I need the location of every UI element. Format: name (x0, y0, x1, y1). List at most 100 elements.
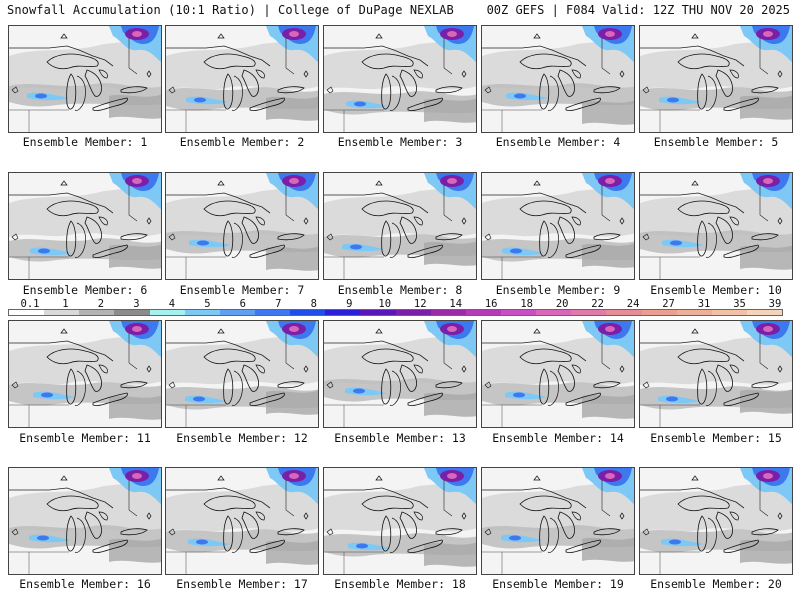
colorbar-tick-label: 39 (768, 298, 782, 310)
snowfall-map (166, 26, 318, 132)
colorbar-cell (219, 310, 255, 315)
snowfall-map (9, 26, 161, 132)
colorbar-cell (641, 310, 677, 315)
colorbar-tick-label: 12 (413, 298, 427, 310)
figure-title: Snowfall Accumulation (10:1 Ratio) | Col… (7, 3, 454, 17)
colorbar-cell (465, 310, 501, 315)
snowfall-map (482, 26, 634, 132)
model-run-valid-time: 00Z GEFS | F084 Valid: 12Z THU NOV 20 20… (486, 3, 790, 17)
ensemble-map-panel (639, 467, 793, 575)
colorbar-cell (571, 310, 607, 315)
colorbar-tick-label: 24 (626, 298, 640, 310)
ensemble-member-label: Ensemble Member: 9 (495, 283, 621, 297)
colorbar-cell (430, 310, 466, 315)
ensemble-member-label: Ensemble Member: 7 (179, 283, 305, 297)
colorbar-cell (676, 310, 712, 315)
ensemble-map-panel (165, 467, 319, 575)
ensemble-map-panel (165, 172, 319, 280)
snowfall-map (482, 173, 634, 279)
colorbar-cell (44, 310, 80, 315)
colorbar-cell (9, 310, 45, 315)
colorbar-tick-label: 7 (275, 298, 282, 310)
ensemble-member-label: Ensemble Member: 13 (334, 431, 466, 445)
ensemble-map-panel (481, 172, 635, 280)
snowfall-map (324, 468, 476, 574)
colorbar-tick-label: 3 (133, 298, 140, 310)
colorbar-tick-label: 9 (346, 298, 353, 310)
snowfall-map (166, 321, 318, 427)
ensemble-map-panel (481, 467, 635, 575)
colorbar-tick-label: 2 (97, 298, 105, 310)
colorbar-tick-label: 31 (697, 298, 711, 310)
colorbar-tick-label: 27 (662, 298, 675, 310)
ensemble-map-panel (165, 25, 319, 133)
ensemble-map-panel (639, 25, 793, 133)
colorbar-cell (711, 310, 747, 315)
ensemble-member-label: Ensemble Member: 8 (337, 283, 463, 297)
ensemble-member-label: Ensemble Member: 14 (492, 431, 624, 445)
colorbar-tick-label: 14 (449, 298, 463, 310)
snowfall-map (482, 468, 634, 574)
colorbar-tick-label: 18 (520, 298, 533, 310)
ensemble-map-panel (323, 467, 477, 575)
ensemble-member-label: Ensemble Member: 15 (650, 431, 782, 445)
snowfall-map (640, 321, 792, 427)
colorbar-cell (746, 310, 783, 315)
snowfall-map (482, 321, 634, 427)
snowfall-map (9, 173, 161, 279)
ensemble-map-panel (8, 172, 162, 280)
ensemble-member-label: Ensemble Member: 1 (22, 135, 148, 149)
ensemble-map-panel (165, 320, 319, 428)
colorbar-tick-label: 4 (168, 298, 176, 310)
ensemble-map-panel (639, 172, 793, 280)
ensemble-map-panel (323, 25, 477, 133)
colorbar-cell (79, 310, 115, 315)
colorbar-cell (114, 310, 150, 315)
colorbar-cell (149, 310, 185, 315)
ensemble-map-panel (481, 320, 635, 428)
ensemble-member-label: Ensemble Member: 17 (176, 577, 308, 591)
colorbar-tick-label: 35 (733, 298, 746, 310)
snowfall-map (9, 321, 161, 427)
colorbar-cell (536, 310, 572, 315)
ensemble-member-label: Ensemble Member: 2 (179, 135, 305, 149)
ensemble-member-label: Ensemble Member: 12 (176, 431, 308, 445)
snowfall-map (9, 468, 161, 574)
colorbar-cell (606, 310, 642, 315)
snowfall-map (640, 26, 792, 132)
colorbar-tick-label: 10 (378, 298, 392, 310)
colorbar-cell (360, 310, 396, 315)
ensemble-member-label: Ensemble Member: 10 (650, 283, 782, 297)
snowfall-map (324, 173, 476, 279)
ensemble-map-panel (323, 320, 477, 428)
colorbar-cell (325, 310, 361, 315)
snowfall-map (640, 468, 792, 574)
colorbar-tick-label: 22 (591, 298, 604, 310)
colorbar-cell (184, 310, 220, 315)
colorbar-tick-label: 16 (484, 298, 498, 310)
colorbar-cell (254, 310, 291, 315)
colorbar-cell (290, 310, 326, 315)
snowfall-map (324, 321, 476, 427)
ensemble-map-panel (639, 320, 793, 428)
ensemble-member-label: Ensemble Member: 6 (22, 283, 148, 297)
colorbar-tick-label: 1 (62, 298, 69, 310)
ensemble-member-label: Ensemble Member: 5 (653, 135, 779, 149)
ensemble-map-panel (8, 25, 162, 133)
snowfall-colorbar (8, 309, 783, 316)
ensemble-map-panel (8, 320, 162, 428)
ensemble-member-label: Ensemble Member: 16 (19, 577, 151, 591)
colorbar-tick-label: 20 (555, 298, 569, 310)
colorbar-cell (500, 310, 537, 315)
ensemble-member-label: Ensemble Member: 19 (492, 577, 624, 591)
colorbar-tick-label: 0.1 (20, 298, 40, 310)
snowfall-map (166, 173, 318, 279)
ensemble-map-panel (323, 172, 477, 280)
colorbar-tick-label: 6 (239, 298, 247, 310)
snowfall-map (324, 26, 476, 132)
ensemble-map-panel (8, 467, 162, 575)
ensemble-member-label: Ensemble Member: 3 (337, 135, 463, 149)
snowfall-map (640, 173, 792, 279)
ensemble-member-label: Ensemble Member: 18 (334, 577, 466, 591)
